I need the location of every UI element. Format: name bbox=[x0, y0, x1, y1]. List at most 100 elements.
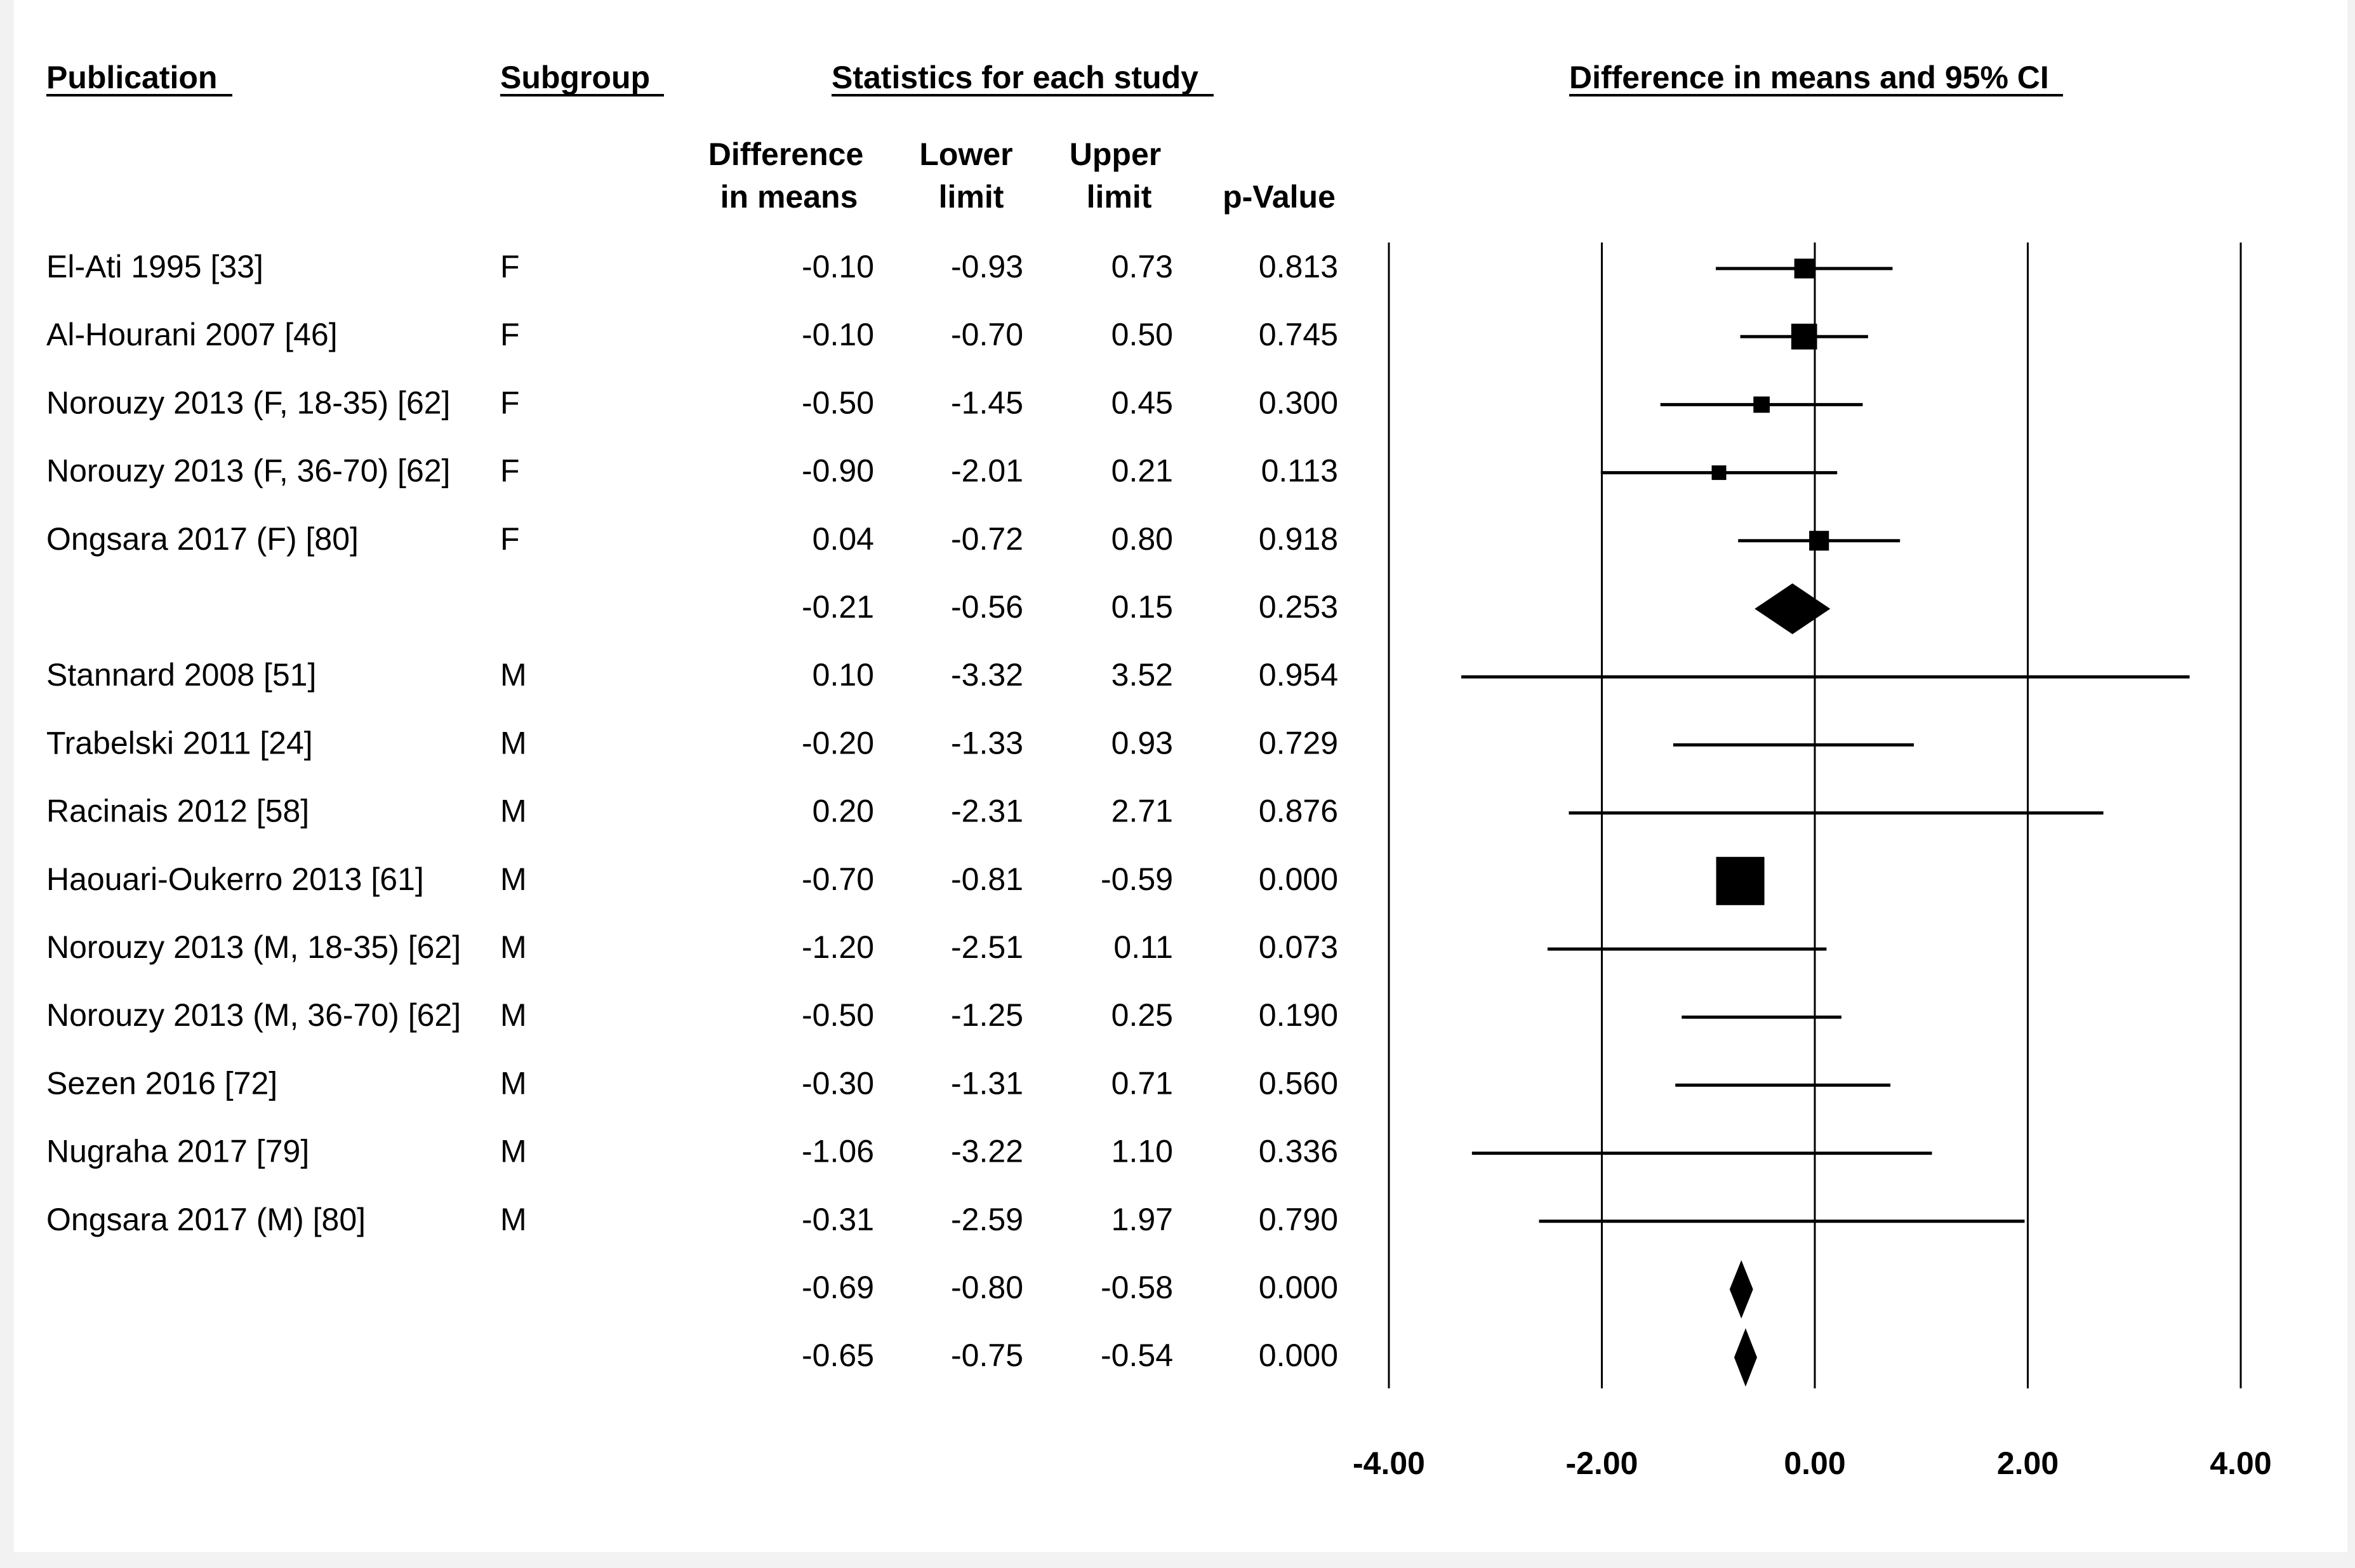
cell-upper-limit: 0.11 bbox=[1113, 929, 1173, 965]
cell-upper-limit: -0.54 bbox=[1101, 1338, 1173, 1373]
cell-p-value: 0.918 bbox=[1259, 521, 1338, 557]
cell-lower-limit: -1.25 bbox=[951, 997, 1023, 1033]
table-row: Ongsara 2017 (F) [80] F 0.04 -0.72 0.80 0.918 bbox=[46, 521, 1338, 557]
cell-publication: Norouzy 2013 (M, 18-35) [62] bbox=[46, 929, 461, 965]
cell-difference: -0.21 bbox=[802, 589, 874, 625]
cell-subgroup: M bbox=[500, 929, 527, 965]
cell-p-value: 0.190 bbox=[1259, 997, 1338, 1033]
cell-upper-limit: 0.50 bbox=[1111, 317, 1173, 352]
point-estimate-square bbox=[1753, 396, 1770, 413]
summary-diamond bbox=[1755, 583, 1831, 634]
cell-publication: Stannard 2008 [51] bbox=[46, 657, 316, 693]
cell-subgroup: F bbox=[500, 521, 520, 557]
figure-panel bbox=[14, 0, 2347, 1552]
x-tick-label: 0.00 bbox=[1784, 1445, 1845, 1481]
header-publication: Publication bbox=[46, 60, 217, 95]
cell-lower-limit: -0.56 bbox=[951, 589, 1023, 625]
cell-p-value: 0.336 bbox=[1259, 1134, 1338, 1169]
cell-difference: -0.90 bbox=[802, 453, 874, 489]
cell-subgroup: F bbox=[500, 249, 520, 284]
cell-p-value: 0.113 bbox=[1261, 453, 1338, 489]
plot-grid bbox=[1388, 243, 2242, 1388]
cell-lower-limit: -0.81 bbox=[951, 861, 1023, 897]
table-row: Nugraha 2017 [79] M -1.06 -3.22 1.10 0.336 bbox=[46, 1134, 1338, 1169]
cell-p-value: 0.745 bbox=[1259, 317, 1338, 352]
cell-subgroup: M bbox=[500, 794, 527, 829]
table-row: -0.21 -0.56 0.15 0.253 bbox=[802, 589, 1338, 625]
plot-marks bbox=[1461, 258, 2190, 1387]
table-row: Ongsara 2017 (M) [80] M -0.31 -2.59 1.97 0.79… bbox=[46, 1202, 1338, 1237]
table-row: Trabelski 2011 [24] M -0.20 -1.33 0.93 0.729 bbox=[46, 725, 1338, 761]
table-row: Stannard 2008 [51] M 0.10 -3.32 3.52 0.954 bbox=[46, 657, 1338, 693]
table-rows: El-Ati 1995 [33] F -0.10 -0.93 0.73 0.813 Al-H… bbox=[46, 249, 1338, 1373]
cell-lower-limit: -0.70 bbox=[951, 317, 1023, 352]
cell-subgroup: M bbox=[500, 1065, 527, 1101]
cell-p-value: 0.300 bbox=[1259, 385, 1338, 420]
table-row: Haouari-Oukerro 2013 [61] M -0.70 -0.81 -0.5… bbox=[46, 861, 1338, 897]
cell-difference: -0.69 bbox=[802, 1270, 874, 1305]
cell-upper-limit: 0.15 bbox=[1111, 589, 1173, 625]
header-lower-line1: Lower bbox=[919, 136, 1012, 172]
cell-lower-limit: -0.80 bbox=[951, 1270, 1023, 1305]
cell-lower-limit: -2.59 bbox=[951, 1202, 1023, 1237]
cell-difference: -0.65 bbox=[802, 1338, 874, 1373]
table-row: Norouzy 2013 (F, 18-35) [62] F -0.50 -1.45 0… bbox=[46, 385, 1338, 420]
cell-subgroup: F bbox=[500, 453, 520, 489]
cell-publication: Norouzy 2013 (M, 36-70) [62] bbox=[46, 997, 461, 1033]
cell-publication: Racinais 2012 [58] bbox=[46, 794, 309, 829]
cell-p-value: 0.954 bbox=[1259, 657, 1338, 693]
cell-subgroup: F bbox=[500, 317, 520, 352]
cell-p-value: 0.876 bbox=[1259, 794, 1338, 829]
cell-subgroup: F bbox=[500, 385, 520, 420]
cell-p-value: 0.000 bbox=[1259, 1338, 1338, 1373]
table-row: Norouzy 2013 (F, 36-70) [62] F -0.90 -2.01 0… bbox=[46, 453, 1338, 489]
cell-difference: -1.06 bbox=[802, 1134, 874, 1169]
x-tick-label: -4.00 bbox=[1353, 1445, 1425, 1481]
cell-upper-limit: 1.97 bbox=[1111, 1202, 1173, 1237]
cell-upper-limit: 0.21 bbox=[1111, 453, 1173, 489]
cell-difference: 0.20 bbox=[813, 794, 874, 829]
cell-subgroup: M bbox=[500, 861, 527, 897]
cell-publication: Trabelski 2011 [24] bbox=[46, 725, 313, 761]
cell-p-value: 0.073 bbox=[1259, 929, 1338, 965]
cell-p-value: 0.729 bbox=[1259, 725, 1338, 761]
header-upper-line2: limit bbox=[1087, 179, 1152, 215]
cell-upper-limit: 0.71 bbox=[1111, 1065, 1173, 1101]
cell-publication: Haouari-Oukerro 2013 [61] bbox=[46, 861, 424, 897]
cell-lower-limit: -2.51 bbox=[951, 929, 1023, 965]
cell-p-value: 0.253 bbox=[1259, 589, 1338, 625]
cell-publication: Sezen 2016 [72] bbox=[46, 1065, 277, 1101]
header-statistics: Statistics for each study bbox=[832, 60, 1198, 95]
cell-difference: -0.70 bbox=[802, 861, 874, 897]
header-subgroup: Subgroup bbox=[500, 60, 650, 95]
cell-lower-limit: -1.31 bbox=[951, 1065, 1023, 1101]
cell-publication: Norouzy 2013 (F, 18-35) [62] bbox=[46, 385, 450, 420]
header-plot-title: Difference in means and 95% CI bbox=[1569, 60, 2049, 95]
cell-lower-limit: -1.45 bbox=[951, 385, 1023, 420]
point-estimate-square bbox=[1794, 258, 1814, 279]
table-row: -0.69 -0.80 -0.58 0.000 bbox=[802, 1270, 1338, 1305]
cell-difference: 0.04 bbox=[813, 521, 874, 557]
x-axis-ticks: -4.00 -2.00 0.00 2.00 4.00 bbox=[1353, 1445, 2272, 1481]
cell-subgroup: M bbox=[500, 997, 527, 1033]
header-upper-line1: Upper bbox=[1070, 136, 1161, 172]
cell-lower-limit: -0.72 bbox=[951, 521, 1023, 557]
cell-upper-limit: 0.80 bbox=[1111, 521, 1173, 557]
table-row: Racinais 2012 [58] M 0.20 -2.31 2.71 0.876 bbox=[46, 794, 1338, 829]
cell-upper-limit: 1.10 bbox=[1111, 1134, 1173, 1169]
header-diff-line2: in means bbox=[720, 179, 858, 215]
cell-publication: Nugraha 2017 [79] bbox=[46, 1134, 309, 1169]
cell-upper-limit: 3.52 bbox=[1111, 657, 1173, 693]
cell-subgroup: M bbox=[500, 657, 527, 693]
point-estimate-square bbox=[1716, 856, 1765, 905]
cell-difference: -1.20 bbox=[802, 929, 874, 965]
cell-lower-limit: -3.32 bbox=[951, 657, 1023, 693]
cell-difference: -0.31 bbox=[802, 1202, 874, 1237]
cell-difference: -0.50 bbox=[802, 385, 874, 420]
cell-lower-limit: -2.31 bbox=[951, 794, 1023, 829]
cell-publication: Ongsara 2017 (F) [80] bbox=[46, 521, 359, 557]
cell-lower-limit: -3.22 bbox=[951, 1134, 1023, 1169]
table-row: El-Ati 1995 [33] F -0.10 -0.93 0.73 0.813 bbox=[46, 249, 1338, 284]
cell-subgroup: M bbox=[500, 1202, 527, 1237]
